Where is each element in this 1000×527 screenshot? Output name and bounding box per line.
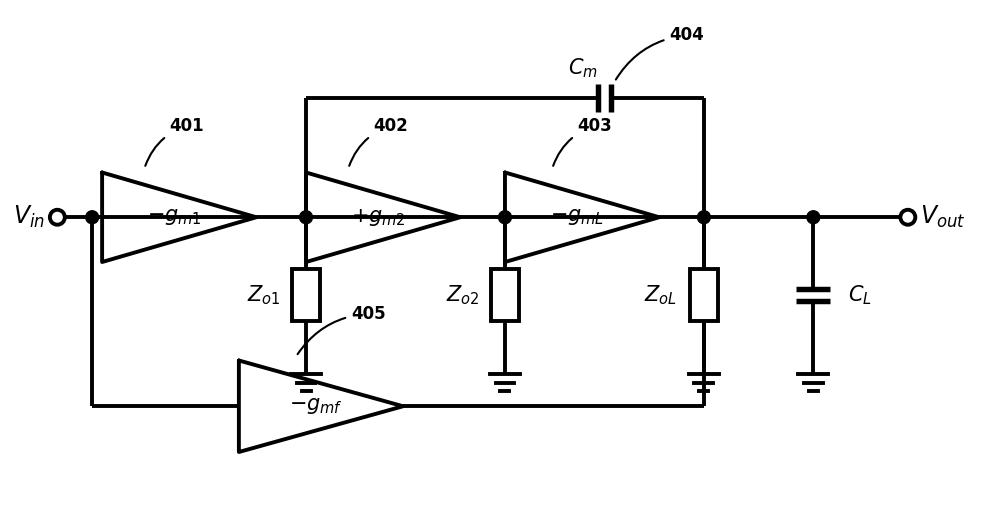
Text: $C_{m}$: $C_{m}$	[568, 56, 597, 80]
Text: $Z_{o2}$: $Z_{o2}$	[446, 283, 480, 307]
Circle shape	[86, 211, 99, 223]
Circle shape	[300, 211, 312, 223]
Text: $-g_{mf}$: $-g_{mf}$	[289, 396, 343, 416]
Circle shape	[807, 211, 820, 223]
Circle shape	[697, 211, 710, 223]
Text: $-g_{m1}$: $-g_{m1}$	[147, 207, 202, 227]
Circle shape	[50, 210, 65, 225]
Text: $-g_{mL}$: $-g_{mL}$	[550, 207, 604, 227]
Text: 403: 403	[553, 116, 612, 166]
Text: $Z_{oL}$: $Z_{oL}$	[644, 283, 677, 307]
Bar	[292, 269, 320, 321]
Text: $+g_{m2}$: $+g_{m2}$	[351, 207, 406, 228]
Text: $V_{out}$: $V_{out}$	[920, 204, 966, 230]
Text: 401: 401	[145, 116, 204, 166]
Text: 402: 402	[349, 116, 408, 166]
Text: $Z_{o1}$: $Z_{o1}$	[247, 283, 281, 307]
Circle shape	[499, 211, 511, 223]
Text: $V_{in}$: $V_{in}$	[13, 204, 45, 230]
Text: $C_{L}$: $C_{L}$	[848, 283, 872, 307]
Bar	[491, 269, 519, 321]
Text: 405: 405	[298, 305, 385, 354]
Bar	[690, 269, 718, 321]
Circle shape	[900, 210, 915, 225]
Text: 404: 404	[616, 26, 704, 80]
